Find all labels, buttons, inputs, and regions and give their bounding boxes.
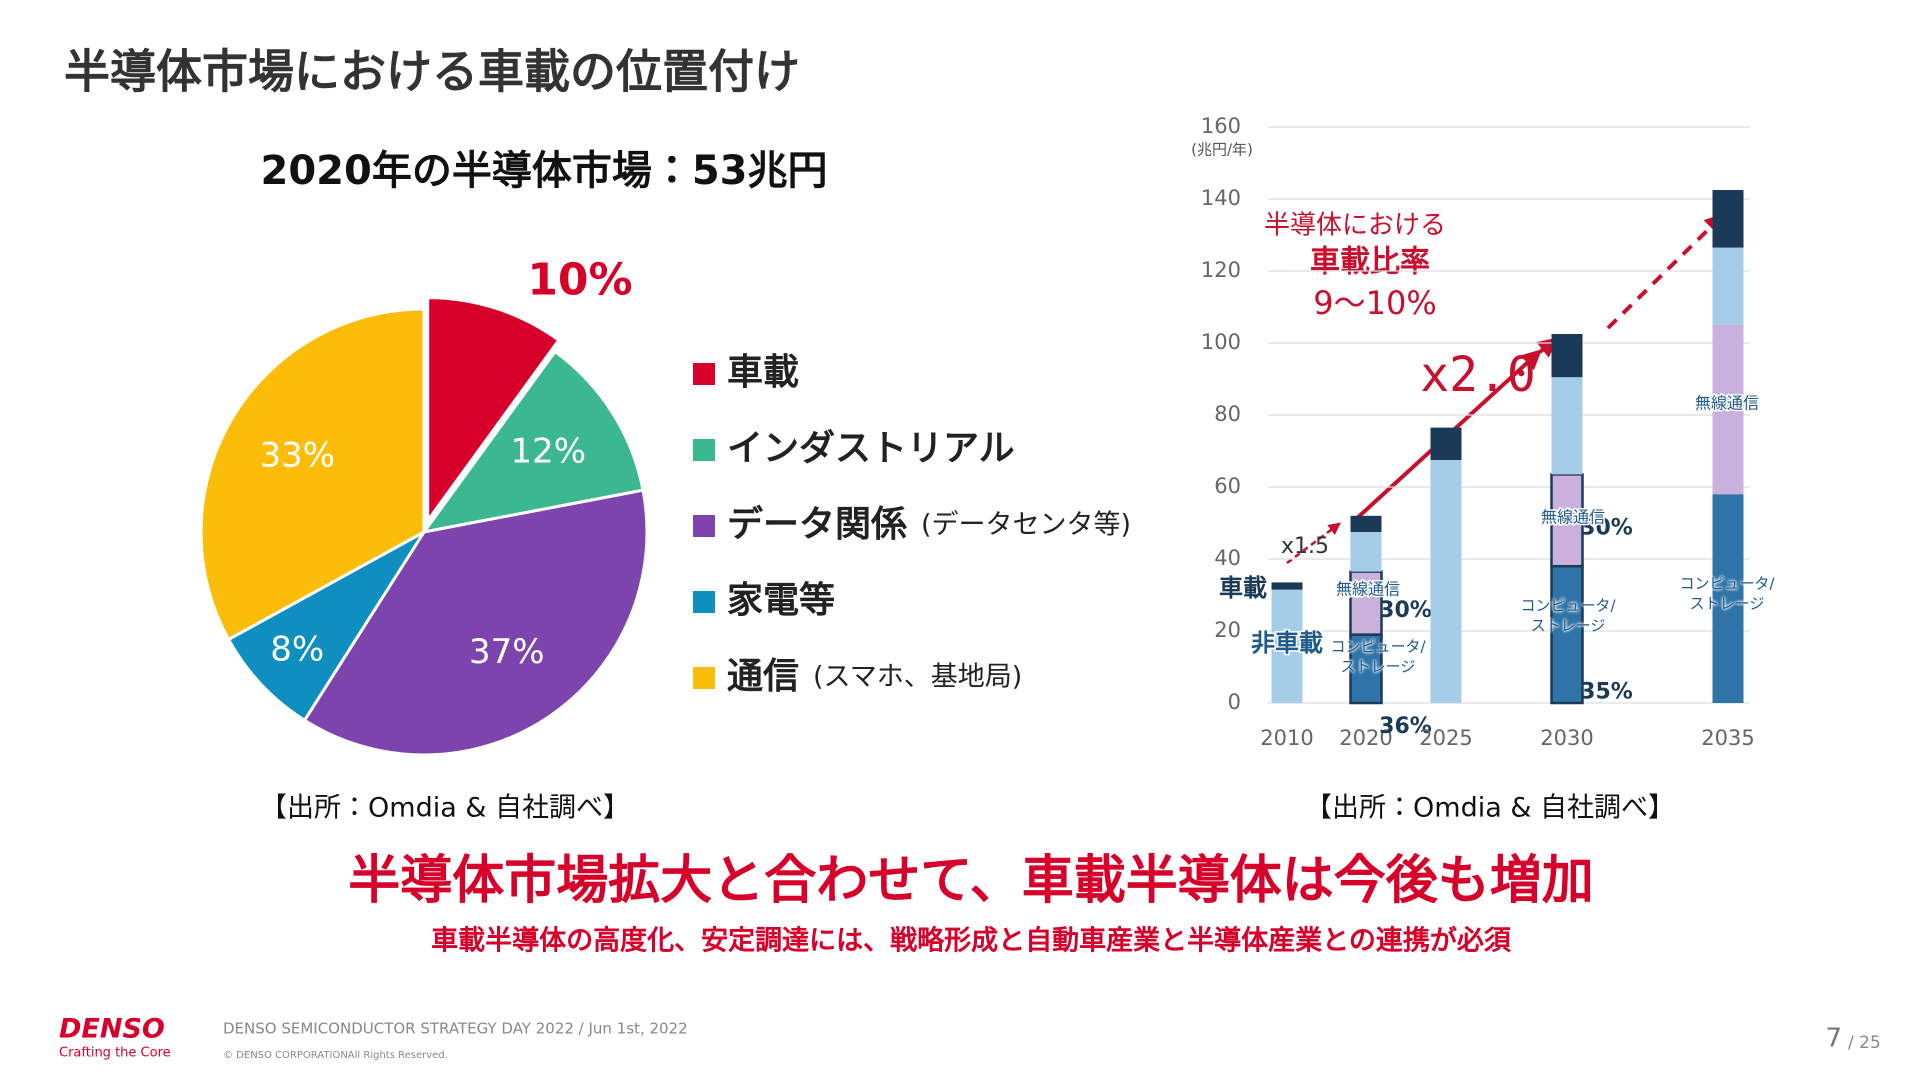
data-label: 37%: [469, 632, 545, 672]
bar-segment: [1712, 247, 1744, 325]
growth-arrow: [1286, 522, 1341, 564]
y-tick-label: 100: [1201, 330, 1241, 354]
legend-swatch: [693, 591, 715, 613]
pie-source: 【出所：Omdia & 自社調べ】: [260, 793, 630, 824]
series-label: コンピュータ/ストレージ: [1520, 596, 1616, 635]
bar-segment: [1712, 325, 1744, 495]
pie-slice: [302, 488, 649, 757]
legend-label: インダストリアル: [727, 428, 1015, 469]
bar-segment: [1349, 570, 1383, 636]
y-axis-label: (兆円/年): [1191, 141, 1253, 159]
y-tick-label: 40: [1214, 546, 1241, 570]
series-label: コンピュータ/ストレージ: [1330, 637, 1426, 676]
series-label: 無線通信: [1541, 508, 1605, 527]
y-tick-label: 120: [1201, 258, 1241, 282]
share-label: 30%: [1379, 598, 1432, 623]
data-label: 12%: [510, 432, 586, 472]
legend-swatch: [693, 515, 715, 537]
legend-note: (データセンタ等): [921, 510, 1131, 541]
pie-slice: [420, 349, 645, 535]
legend-label: 車載: [727, 352, 799, 393]
page-total: / 25: [1848, 1033, 1881, 1053]
bar-segment: [1350, 532, 1382, 572]
y-tick-label: 60: [1214, 474, 1241, 498]
annotation: 9～10%: [1313, 284, 1437, 322]
bar-segment: [1712, 190, 1744, 248]
bar-segment: [1551, 377, 1583, 475]
copyright: © DENSO CORPORATIONAll Rights Reserved.: [223, 1050, 448, 1061]
y-tick-label: 20: [1214, 618, 1241, 642]
y-tick-label: 160: [1201, 114, 1241, 138]
y-tick-label: 0: [1228, 690, 1241, 714]
x-tick-label: 2020: [1339, 726, 1392, 750]
pie-title: 2020年の半導体市場：53兆円: [261, 148, 828, 194]
event: DENSO SEMICONDUCTOR STRATEGY DAY 2022 / …: [223, 1020, 688, 1038]
data-label: 8%: [270, 630, 324, 670]
series-label: 車載: [1219, 574, 1267, 602]
series-label: 無線通信: [1695, 394, 1759, 413]
bar-segment: [1550, 473, 1584, 568]
y-tick-label: 80: [1214, 402, 1241, 426]
x-tick-label: 2035: [1701, 726, 1754, 750]
trend-arrow: [1606, 213, 1725, 330]
bar-source: 【出所：Omdia & 自社調べ】: [1305, 793, 1675, 824]
page-number: 7: [1825, 1024, 1842, 1054]
bar-segment: [1350, 515, 1382, 532]
pie-slice: [199, 307, 426, 642]
annotation: 半導体における: [1264, 211, 1446, 241]
legend-swatch: [693, 439, 715, 461]
legend-label: データ関係: [727, 503, 907, 545]
bar-segment: [1271, 582, 1303, 590]
tagline: Crafting the Core: [59, 1046, 171, 1061]
slide-title: 半導体市場における車載の位置付け: [64, 45, 800, 99]
series-label: 無線通信: [1336, 580, 1400, 599]
legend-label: 家電等: [727, 580, 835, 621]
x-tick-label: 2025: [1419, 726, 1472, 750]
annotation: 車載比率: [1310, 245, 1430, 280]
bar-segment: [1430, 460, 1462, 703]
bar-segment: [1551, 334, 1583, 378]
annotation: x2.0: [1420, 347, 1536, 403]
annotation: x1.5: [1281, 534, 1329, 559]
series-label: 非車載: [1251, 629, 1323, 657]
x-tick-label: 2010: [1260, 726, 1313, 750]
legend-swatch: [693, 667, 715, 689]
subline: 車載半導体の高度化、安定調達には、戦略形成と自動車産業と半導体産業との連携が必須: [431, 925, 1512, 957]
pie-slice: [426, 296, 561, 526]
bar-segment: [1430, 427, 1462, 460]
data-label: 33%: [260, 436, 336, 476]
bar-segment: [1349, 633, 1383, 705]
series-label: コンピュータ/ストレージ: [1679, 574, 1775, 613]
legend-label: 通信: [727, 656, 799, 697]
bar-segment: [1712, 494, 1744, 703]
x-tick-label: 2030: [1540, 726, 1593, 750]
bar-segment: [1271, 589, 1303, 703]
share-label: 36%: [1379, 714, 1432, 739]
logo: DENSO: [59, 1014, 165, 1045]
legend-swatch: [693, 363, 715, 385]
share-label: 30%: [1580, 515, 1633, 540]
pie-slice: [226, 530, 426, 723]
share-label: 35%: [1580, 680, 1633, 705]
data-label: 10%: [527, 254, 632, 305]
y-tick-label: 140: [1201, 186, 1241, 210]
headline: 半導体市場拡大と合わせて、車載半導体は今後も増加: [348, 851, 1593, 911]
legend-note: (スマホ、基地局): [813, 662, 1022, 693]
